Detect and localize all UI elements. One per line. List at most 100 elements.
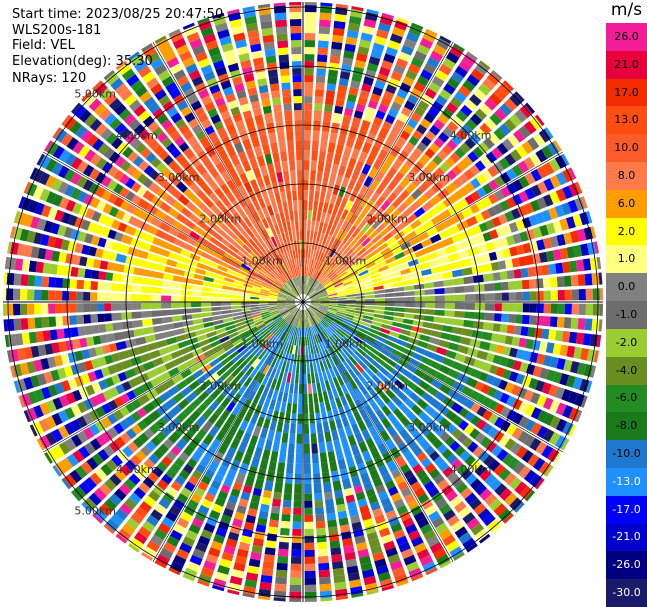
range-gate-cell [266,62,278,71]
range-gate-cell [360,119,371,132]
range-gate-cell [322,350,328,360]
range-gate-cell [397,236,409,246]
range-gate-cell [385,204,396,216]
range-gate-cell [414,487,426,498]
range-gate-cell [555,262,564,274]
range-gate-cell [499,103,513,117]
range-gate-cell [104,216,115,227]
range-gate-cell [20,303,28,316]
range-gate-cell [77,231,87,242]
range-gate-cell [197,112,209,123]
range-gate-cell [494,416,505,429]
range-gate-cell [232,338,243,347]
range-gate-cell [309,307,317,314]
range-gate-cell [164,360,177,371]
range-gate-cell [61,380,71,392]
range-gate-cell [222,507,234,518]
range-gate-cell [434,309,445,316]
range-gate-cell [309,292,318,298]
range-gate-cell [211,311,222,316]
range-gate-cell [418,181,431,193]
range-gate-cell [400,241,412,251]
range-gate-cell [309,306,317,313]
range-gate-cell [191,313,203,319]
range-gate-cell [539,224,549,237]
range-gate-cell [241,363,251,374]
range-gate-cell [346,309,356,313]
range-gate-cell [323,340,330,350]
range-gate-cell [126,74,140,87]
range-gate-cell [454,294,465,302]
range-gate-cell [318,26,331,35]
range-gate-cell [412,320,424,327]
range-gate-cell [316,534,327,543]
range-gate-cell [351,169,360,182]
range-gate-cell [120,160,132,172]
range-gate-cell [176,362,189,373]
range-gate-cell [195,268,206,275]
range-gate-cell [189,342,201,351]
range-gate-cell [127,151,139,163]
range-gate-cell [266,184,274,196]
range-gate-cell [286,402,292,414]
range-gate-cell [430,266,442,274]
range-gate-cell [176,517,190,529]
range-gate-cell [237,327,248,335]
range-gate-cell [365,226,375,237]
range-gate-cell [439,35,452,44]
range-gate-cell [310,433,317,444]
range-gate-cell [220,223,231,234]
range-gate-cell [445,102,458,114]
range-gate-cell [289,433,296,444]
range-gate-cell [433,455,445,467]
range-gate-cell [191,76,204,87]
range-gate-cell [150,57,164,70]
range-gate-cell [359,273,371,280]
range-gate-cell [315,507,324,515]
range-gate-cell [380,199,391,211]
range-gate-cell [182,536,195,548]
range-gate-cell [192,548,206,560]
range-gate-cell [351,257,361,266]
range-gate-cell [192,279,204,286]
range-gate-cell [125,415,136,427]
range-gate-cell [59,196,70,210]
range-gate-cell [548,263,557,275]
range-gate-cell [45,158,58,172]
range-gate-cell [286,299,296,302]
range-gate-cell [172,275,184,283]
range-gate-cell [146,77,159,90]
range-gate-cell [354,138,364,151]
range-gate-cell [151,287,162,294]
range-gate-cell [318,322,325,331]
range-gate-cell [305,258,308,268]
range-gate-cell [195,176,207,189]
range-gate-cell [347,572,361,582]
range-gate-cell [99,260,109,270]
range-gate-cell [319,576,331,585]
range-gate-cell [196,334,208,342]
range-gate-cell [406,380,418,391]
range-gate-cell [354,244,364,254]
range-gate-cell [231,393,242,404]
range-gate-cell [319,303,329,306]
range-gate-cell [417,255,429,264]
range-gate-cell [473,88,487,101]
range-gate-cell [383,344,394,353]
range-gate-cell [479,340,491,351]
range-gate-cell [405,169,418,181]
range-gate-cell [247,390,257,402]
range-gate-cell [242,453,252,466]
range-gate-cell [467,441,479,453]
range-gate-cell [461,267,473,276]
range-gate-cell [412,129,424,141]
range-gate-cell [115,209,126,220]
range-gate-cell [182,174,194,187]
range-ring-label: 4.00km [116,129,158,142]
range-gate-cell [109,117,122,131]
range-gate-cell [215,571,229,582]
range-gate-cell [364,404,375,416]
range-gate-cell [203,197,215,209]
range-gate-cell [77,362,87,373]
